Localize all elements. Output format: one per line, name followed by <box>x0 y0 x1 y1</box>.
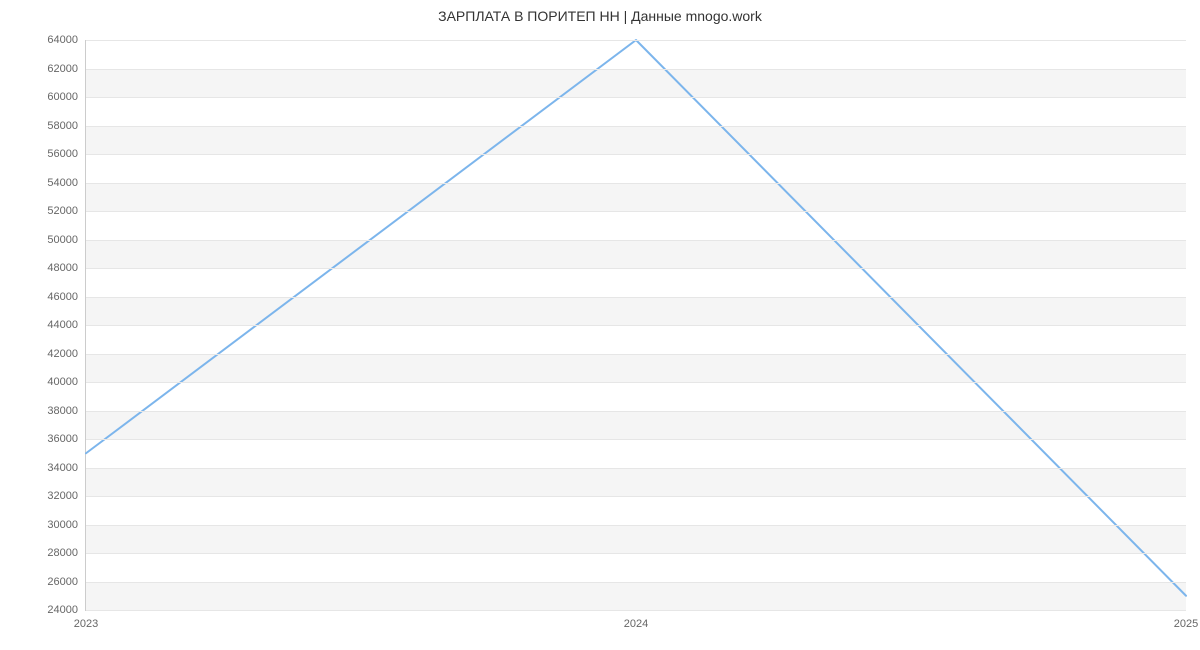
y-grid-line <box>86 439 1186 440</box>
y-grid-line <box>86 154 1186 155</box>
y-tick-label: 62000 <box>47 63 86 75</box>
y-grid-line <box>86 411 1186 412</box>
y-tick-label: 52000 <box>47 205 86 217</box>
y-tick-label: 48000 <box>47 262 86 274</box>
y-tick-label: 28000 <box>47 547 86 559</box>
y-grid-line <box>86 325 1186 326</box>
y-grid-line <box>86 525 1186 526</box>
y-grid-line <box>86 240 1186 241</box>
series-line-salary <box>86 40 1186 596</box>
y-grid-line <box>86 211 1186 212</box>
y-grid-line <box>86 69 1186 70</box>
y-grid-line <box>86 382 1186 383</box>
y-grid-line <box>86 553 1186 554</box>
y-grid-line <box>86 97 1186 98</box>
y-tick-label: 54000 <box>47 177 86 189</box>
y-tick-label: 32000 <box>47 490 86 502</box>
y-grid-line <box>86 40 1186 41</box>
y-grid-line <box>86 496 1186 497</box>
y-tick-label: 30000 <box>47 519 86 531</box>
y-grid-line <box>86 354 1186 355</box>
y-grid-line <box>86 297 1186 298</box>
y-tick-label: 56000 <box>47 148 86 160</box>
y-tick-label: 44000 <box>47 319 86 331</box>
y-tick-label: 58000 <box>47 120 86 132</box>
y-tick-label: 36000 <box>47 433 86 445</box>
y-grid-line <box>86 126 1186 127</box>
y-tick-label: 40000 <box>47 376 86 388</box>
y-grid-line <box>86 268 1186 269</box>
y-grid-line <box>86 582 1186 583</box>
salary-line-chart: ЗАРПЛАТА В ПОРИТЕП НН | Данные mnogo.wor… <box>0 0 1200 650</box>
y-grid-line <box>86 468 1186 469</box>
x-tick-label: 2023 <box>74 610 98 630</box>
x-tick-label: 2025 <box>1174 610 1198 630</box>
y-tick-label: 42000 <box>47 348 86 360</box>
plot-area: 2400026000280003000032000340003600038000… <box>85 40 1186 611</box>
chart-title: ЗАРПЛАТА В ПОРИТЕП НН | Данные mnogo.wor… <box>0 8 1200 24</box>
y-tick-label: 64000 <box>47 34 86 46</box>
x-tick-label: 2024 <box>624 610 648 630</box>
y-tick-label: 46000 <box>47 291 86 303</box>
y-tick-label: 26000 <box>47 576 86 588</box>
y-tick-label: 38000 <box>47 405 86 417</box>
y-tick-label: 34000 <box>47 462 86 474</box>
y-grid-line <box>86 183 1186 184</box>
y-tick-label: 50000 <box>47 234 86 246</box>
y-tick-label: 60000 <box>47 91 86 103</box>
